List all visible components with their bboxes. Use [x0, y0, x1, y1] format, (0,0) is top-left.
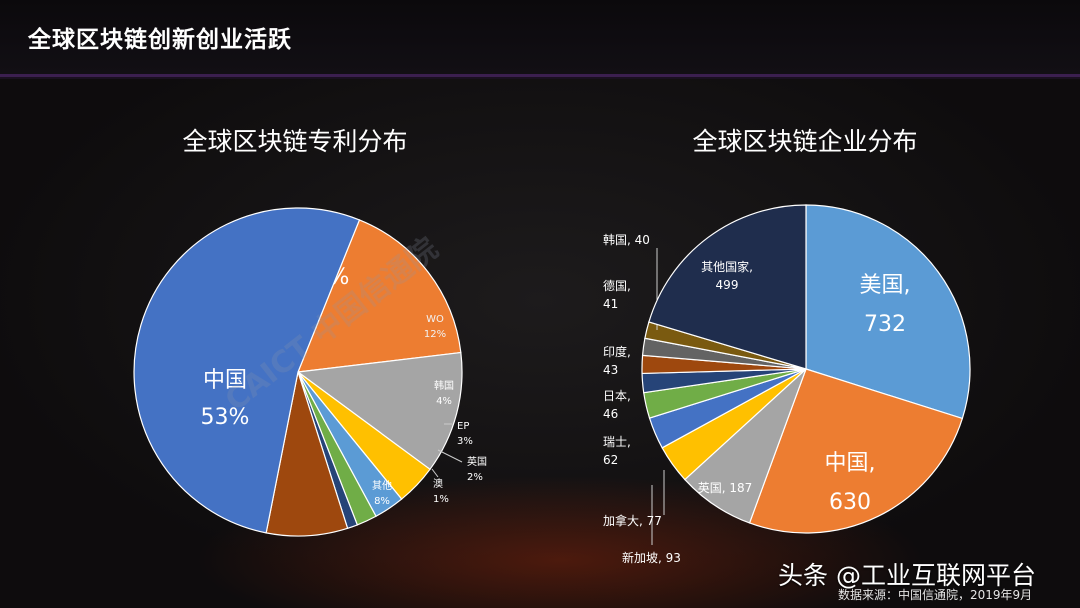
pie-slice: [805, 204, 971, 420]
pie-slice: [133, 207, 361, 534]
patent-chart-title: 全球区块链专利分布: [182, 127, 408, 156]
slice-value-label: 53%: [201, 405, 250, 430]
slice-label: 加拿大, 77: [603, 513, 662, 528]
company-chart-title: 全球区块链企业分布: [692, 127, 918, 156]
company-pie: 美国, 732 中国, 630 英国, 187 新加坡, 93 加拿大, 77 瑞士, 62 日本…: [603, 204, 971, 565]
slice-label: 英国: [467, 455, 487, 468]
slice-value-label: 3%: [457, 436, 473, 447]
slice-value-label: 732: [864, 312, 906, 337]
slice-label: EP: [457, 421, 469, 432]
slice-value-label: 4%: [436, 396, 452, 407]
pie-slice: [748, 368, 964, 534]
pie-slice: [297, 219, 462, 373]
slice-label: 印度,: [603, 344, 631, 359]
slice-label: 美国,: [860, 273, 911, 298]
slice-label: 德国,: [603, 278, 631, 293]
leader-line: [431, 468, 439, 478]
pie-slice: [648, 204, 807, 370]
slice-value-label: 499: [716, 278, 739, 292]
slice-label: 其他国家,: [701, 259, 753, 274]
slice-label: 其他: [372, 479, 392, 492]
slice-label: 英国, 187: [698, 481, 753, 495]
slice-label: 新加坡, 93: [622, 550, 681, 565]
data-source-note: 数据来源：中国信通院，2019年9月: [838, 588, 1033, 602]
leader-line: [437, 449, 463, 463]
slice-value-label: 2%: [467, 472, 483, 483]
header-bar: 全球区块链创新创业活跃: [0, 0, 1080, 77]
slice-value-label: 630: [829, 490, 871, 515]
slice-label: WO: [426, 314, 444, 325]
pie-slice: [296, 351, 463, 471]
slice-label: 中国: [203, 368, 247, 393]
slice-value-label: 41: [603, 297, 618, 311]
slice-value-label: 43: [603, 363, 618, 377]
slice-label: 日本,: [603, 389, 631, 403]
slice-value-label: 12%: [424, 329, 446, 340]
slice-label: 韩国: [434, 379, 454, 392]
slice-label: 澳: [433, 477, 443, 490]
platform-credit: 头条 @工业互联网平台: [778, 561, 1036, 590]
slice-label: 韩国, 40: [603, 232, 650, 247]
slice-label: 中国,: [825, 451, 876, 476]
slice-label: 瑞士,: [603, 435, 631, 449]
slice-value-label: 8%: [374, 496, 390, 507]
page-title: 全球区块链创新创业活跃: [28, 27, 292, 53]
slice-value-label: 62: [603, 453, 618, 467]
slice-value-label: 1%: [433, 494, 449, 505]
slice-value-label: 46: [603, 407, 618, 421]
